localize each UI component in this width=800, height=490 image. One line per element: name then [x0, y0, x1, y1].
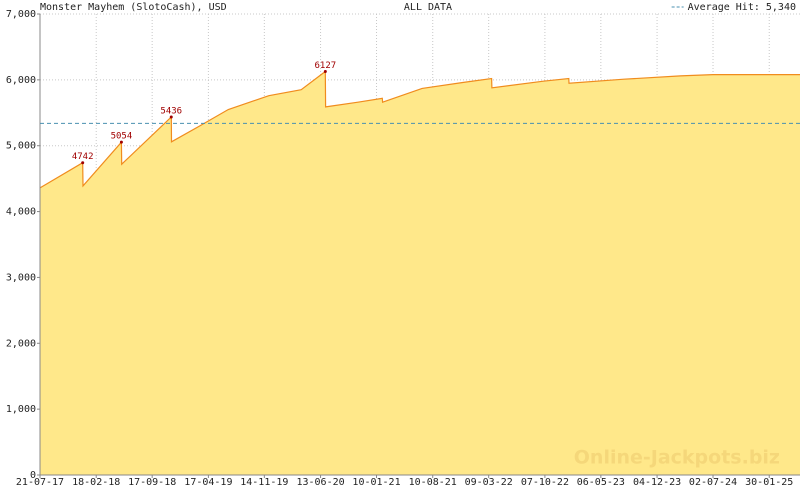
x-tick-label: 10-01-21	[352, 477, 400, 488]
y-tick-label: 7,000	[6, 9, 36, 20]
watermark: Online-Jackpots.biz	[574, 447, 780, 469]
chart-subtitle: ALL DATA	[404, 2, 452, 13]
x-tick-label: 04-12-23	[633, 477, 681, 488]
y-tick-label: 1,000	[6, 404, 36, 415]
peak-marker	[81, 161, 85, 165]
x-tick-label: 21-07-17	[16, 477, 64, 488]
x-tick-label: 02-07-24	[689, 477, 737, 488]
data-label: 5436	[160, 107, 182, 117]
chart-title: Monster Mayhem (SlotoCash), USD	[40, 2, 227, 13]
peak-marker	[169, 115, 173, 119]
y-tick-label: 2,000	[6, 338, 36, 349]
y-tick-label: 6,000	[6, 75, 36, 86]
peak-marker	[323, 69, 327, 73]
y-tick-label: 4,000	[6, 207, 36, 218]
x-tick-label: 09-03-22	[465, 477, 513, 488]
peak-marker	[119, 140, 123, 144]
y-tick-label: 3,000	[6, 272, 36, 283]
x-tick-label: 18-02-18	[72, 477, 120, 488]
data-label: 6127	[314, 61, 336, 71]
data-label: 5054	[111, 132, 133, 142]
x-tick-label: 17-04-19	[184, 477, 232, 488]
y-tick-label: 5,000	[6, 141, 36, 152]
x-tick-label: 10-08-21	[409, 477, 457, 488]
x-tick-label: 13-06-20	[296, 477, 344, 488]
x-tick-label: 14-11-19	[240, 477, 288, 488]
legend-label: Average Hit: 5,340	[688, 2, 796, 13]
x-tick-label: 07-10-22	[521, 477, 569, 488]
x-tick-label: 30-01-25	[745, 477, 793, 488]
data-label: 4742	[72, 152, 94, 162]
area	[40, 71, 800, 475]
line	[39, 70, 800, 189]
y-tick-label: 0	[30, 470, 36, 481]
x-tick-label: 17-09-18	[128, 477, 176, 488]
x-tick-label: 06-05-23	[577, 477, 625, 488]
